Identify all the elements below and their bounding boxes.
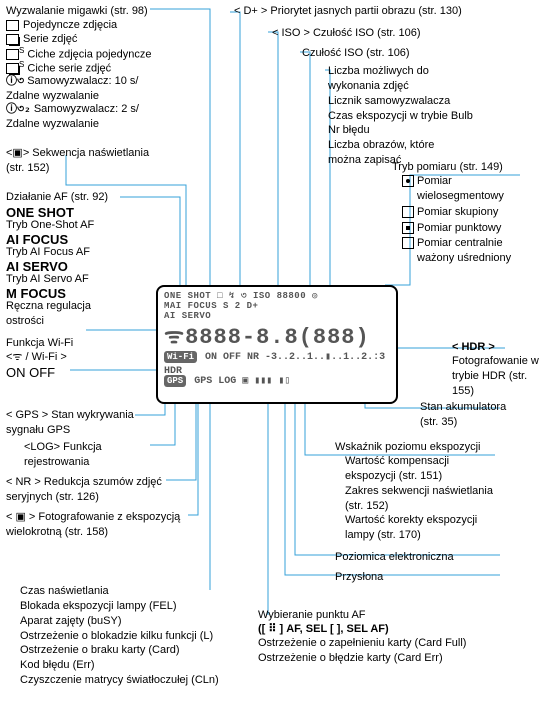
lcd-row-4: GPS GPS LOG ▣ ▮▮▮ ▮▯ [164,375,390,389]
shutter-release-title: Wyzwalanie migawki (str. 98) [6,4,148,19]
gps-label: < GPS > Stan wykrywania sygnału GPS [6,408,134,438]
afpoint-sub: ([ ⠿ ] AF, SEL [ ], SEL AF) [258,622,389,637]
timer2-icon: ⓘ৩₂ [6,102,31,115]
multiexp-label: < ▣ > Fotografowanie z ekspozycją wielok… [6,510,180,540]
wifi-on-off: ON OFF [6,364,55,382]
card-warnings: Ostrzeżenie o zapełnieniu karty (Card Fu… [258,636,466,666]
meter-spot-icon [402,222,414,234]
hdr-sub: Fotografowanie w trybie HDR (str. 155) [452,354,550,399]
meter-partial-icon [402,206,414,218]
wifi-title: Funkcja Wi-Fi [6,336,73,351]
af-mode-title: Działanie AF (str. 92) [6,190,108,205]
aperture-label: Przysłona [335,570,383,585]
single-shot-icon [6,20,19,31]
gps-badge-icon: GPS [164,375,186,387]
iso-label-1: < ISO > Czułość ISO (str. 106) [272,26,421,41]
wifi-icons: <ᯤ / Wi-Fi > [6,350,67,365]
lcd-row-1: ONE SHOT □ ↯ ৩ ISO 88800 ◎ MAI FOCUS S 2… [164,291,390,321]
aeb-label: <▣> Sekwencja naświetlania (str. 152) [6,146,149,176]
af-m-focus-sub: Ręczna regulacja ostrości [6,299,91,329]
silent-burst-icon [6,63,19,74]
top-lcd-panel: ONE SHOT □ ↯ ৩ ISO 88800 ◎ MAI FOCUS S 2… [156,285,398,404]
metering-list: Pomiar wielosegmentowy Pomiar skupiony P… [402,174,511,267]
shutter-item-1: Serie zdjęć [6,32,77,47]
nr-label: < NR > Redukcja szumów zdjęć seryjnych (… [6,475,162,505]
burst-icon [6,34,19,45]
iso-label-2: Czułość ISO (str. 106) [302,46,410,61]
elevel-label: Poziomica elektroniczna [335,550,454,565]
explevel-items: Wartość kompensacji ekspozycji (str. 151… [345,454,493,543]
battery-icon: ▮▯ [278,376,290,387]
lcd-row-3: Wi-Fi ON OFF NR -3..2..1..▮..1..2.:3 HDR [164,351,390,378]
meter-center-icon [402,237,414,249]
log-label: <LOG> Funkcja rejestrowania [24,440,102,470]
afpoint-title: Wybieranie punktu AF [258,608,366,623]
dplus-label: < D+ > Priorytet jasnych partii obrazu (… [234,4,462,19]
silent-single-icon [6,49,19,60]
meter-evaluative-icon [402,175,414,187]
battery-label: Stan akumulatora (str. 35) [420,400,506,430]
timer10-icon: ⓘ৩ [6,74,24,87]
hdr-label: < HDR > [452,340,495,355]
shutter-status-block: Czas naświetlania Blokada ekspozycji lam… [20,584,219,688]
lcd-row-2: ᯤ8888-8.8(888) [164,323,390,353]
explevel-title: Wskaźnik poziomu ekspozycji [335,440,481,455]
shutter-item-0: Pojedyncze zdjęcia [6,18,117,33]
shutter-item-5: ⓘ৩₂ Samowyzwalacz: 2 s/ Zdalne wyzwalani… [6,102,139,132]
shots-remaining-block: Liczba możliwych do wykonania zdjęć Licz… [328,64,473,168]
shutter-item-4: ⓘ৩ Samowyzwalacz: 10 s/ Zdalne wyzwalani… [6,74,138,104]
metering-title: Tryb pomiaru (str. 149) [392,160,503,175]
wifi-badge-icon: Wi-Fi [164,351,197,363]
